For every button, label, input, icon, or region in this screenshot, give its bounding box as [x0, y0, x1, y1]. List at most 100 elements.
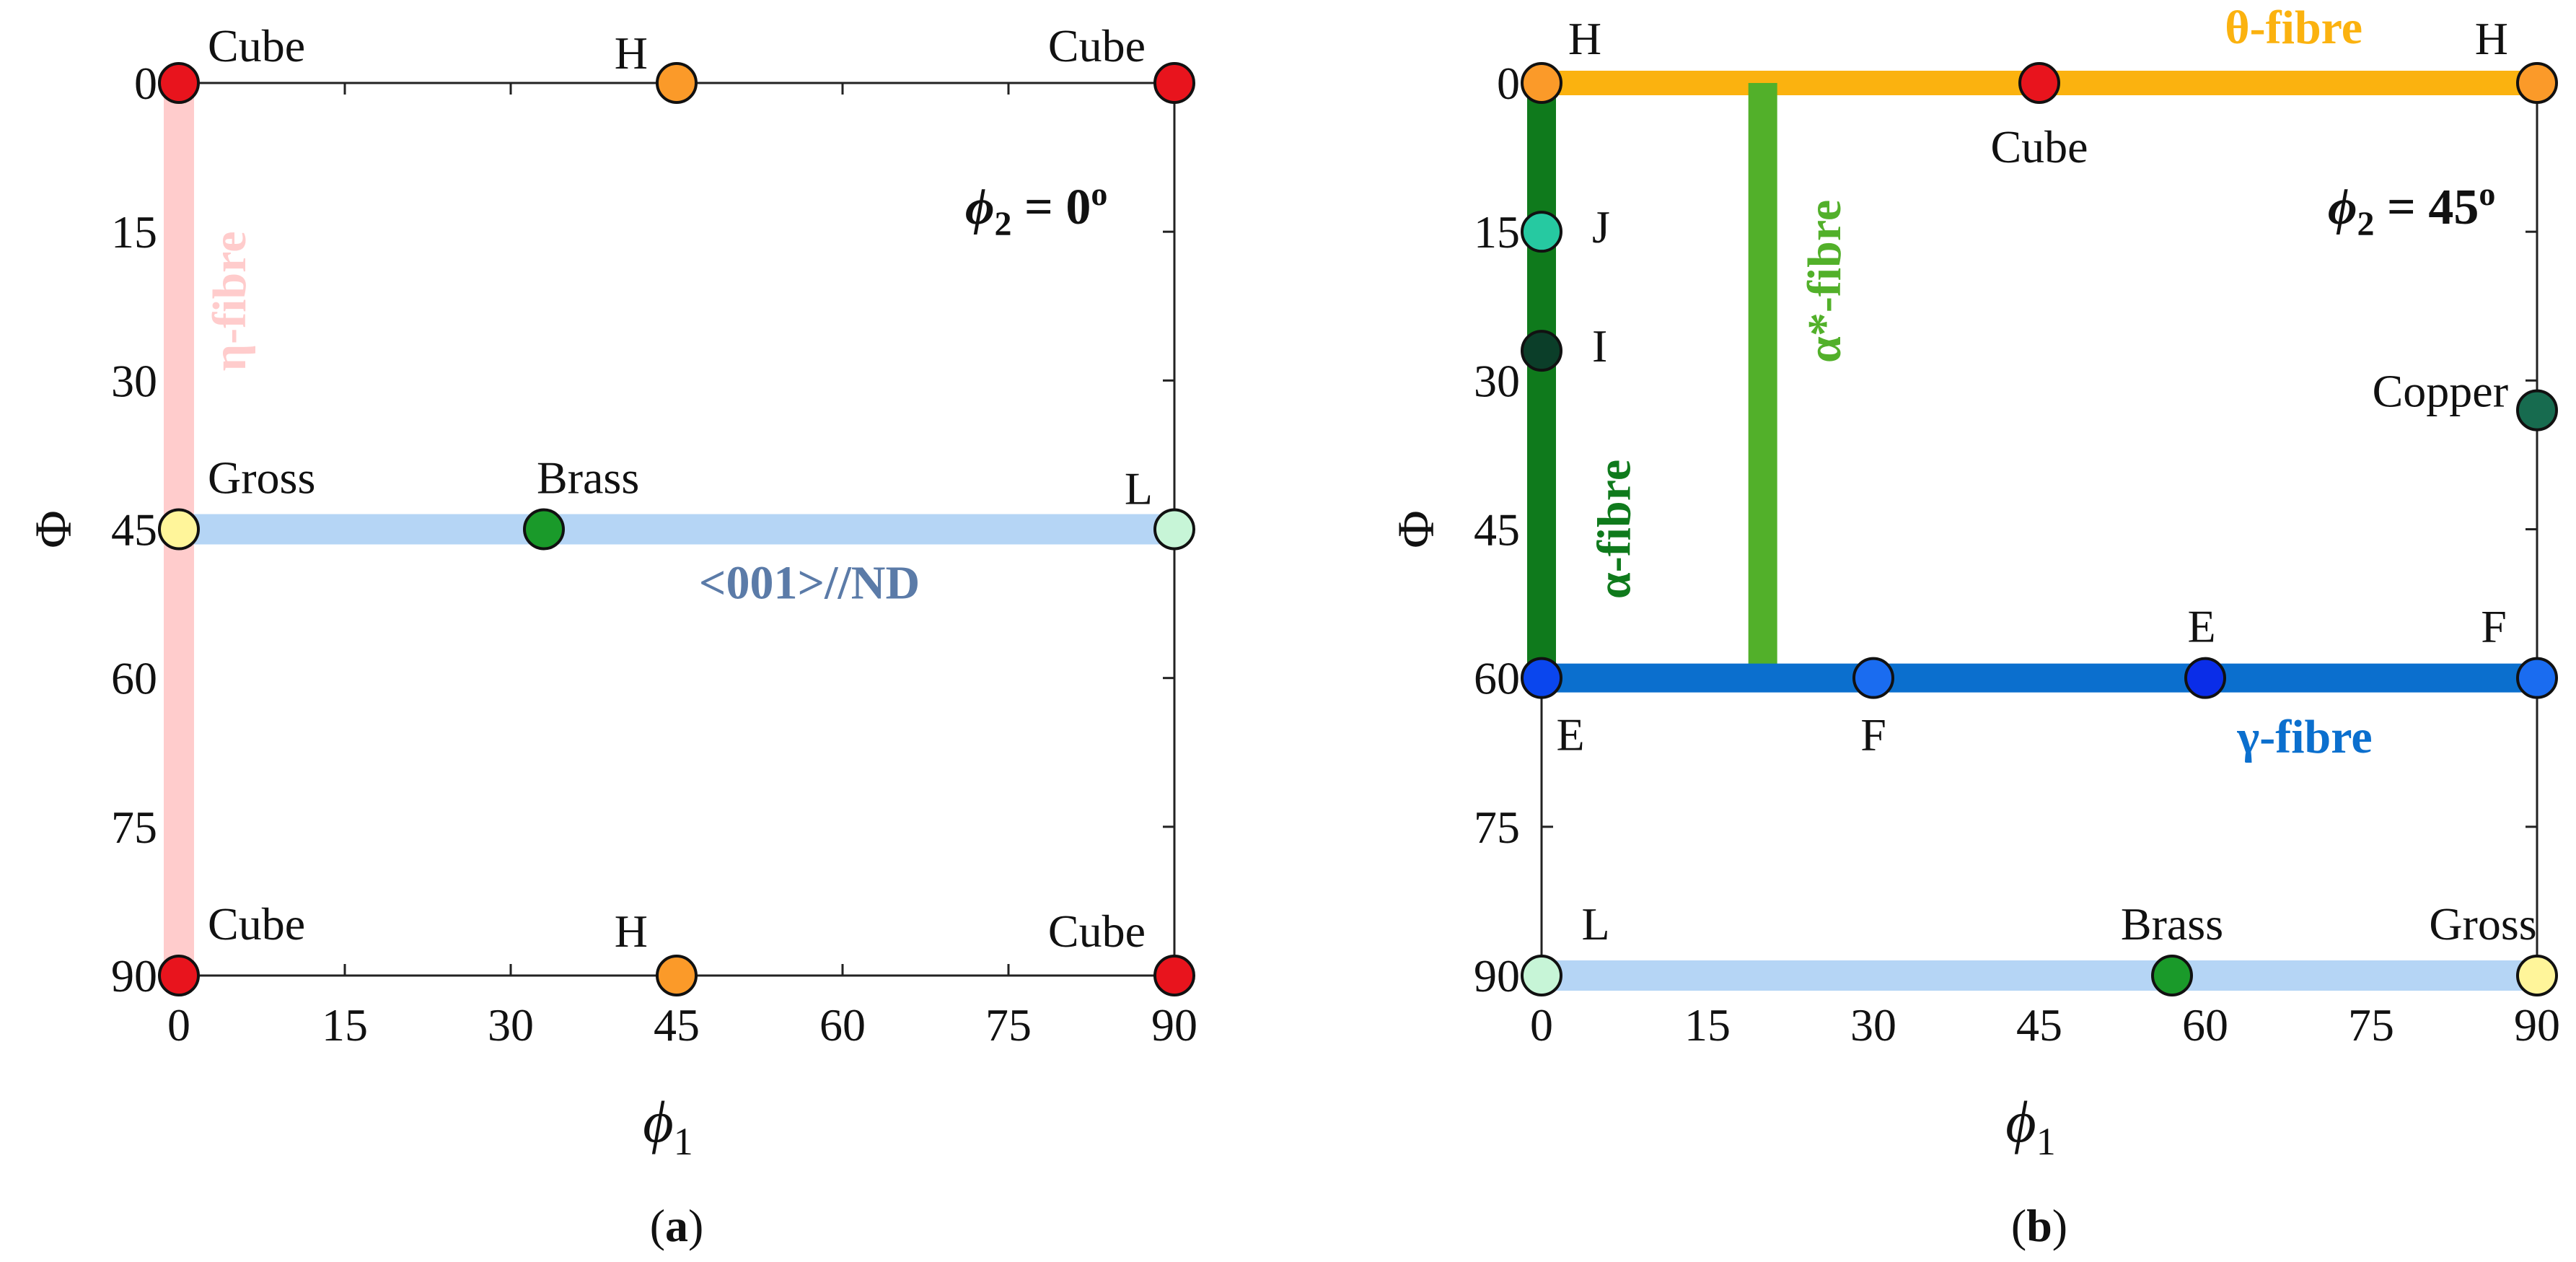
- texture-point: Cube: [158, 20, 305, 104]
- y-tick-label: 45: [1474, 504, 1520, 556]
- texture-marker: [2184, 657, 2226, 699]
- y-tick-label: 0: [134, 58, 157, 109]
- texture-point: Cube: [1990, 62, 2088, 172]
- y-tick-label: 15: [111, 206, 157, 258]
- x-tick-label: 15: [322, 999, 368, 1051]
- y-tick-label: 75: [111, 802, 157, 853]
- y-tick-label: 90: [111, 950, 157, 1002]
- texture-label: Gross: [208, 452, 315, 504]
- texture-marker: [1521, 657, 1562, 699]
- x-tick-label: 90: [2514, 999, 2560, 1051]
- fibre-label: θ-fibre: [2225, 1, 2362, 54]
- x-tick-label: 60: [2182, 999, 2228, 1051]
- panel-caption: (b): [2011, 1200, 2067, 1251]
- fibre-label: α-fibre: [1588, 460, 1641, 599]
- texture-label: Cube: [1048, 906, 1146, 957]
- texture-label: Cube: [1048, 20, 1146, 71]
- texture-marker: [2516, 62, 2558, 104]
- texture-point: H: [615, 906, 698, 996]
- texture-point: H: [1521, 13, 1601, 104]
- texture-marker: [2516, 657, 2558, 699]
- texture-label: Cube: [1990, 121, 2088, 172]
- texture-label: I: [1592, 320, 1607, 372]
- panel-b: 0 15 30 45 60 75 900153045607590ϕ1Φ(b)θ-fibreα…: [1387, 1, 2560, 1251]
- fibre-line: α*-fibre: [1748, 83, 1851, 668]
- phi2-section-label: ϕ2 = 0o: [965, 175, 1107, 243]
- x-tick-label: 45: [2016, 999, 2062, 1051]
- texture-label: J: [1592, 201, 1610, 253]
- texture-label: Cube: [208, 20, 305, 71]
- texture-label: H: [615, 906, 648, 957]
- x-tick-label: 30: [488, 999, 534, 1051]
- texture-marker: [656, 62, 698, 104]
- texture-marker: [1521, 330, 1562, 372]
- texture-marker: [2151, 955, 2193, 996]
- texture-marker: [158, 955, 200, 996]
- texture-label: Brass: [537, 452, 639, 504]
- y-tick-label: 45: [111, 504, 157, 556]
- phi2-section-label: ϕ2 = 45o: [2328, 175, 2495, 243]
- texture-marker: [1521, 211, 1562, 253]
- y-tick-label: 30: [1474, 355, 1520, 406]
- texture-point: Gross: [158, 452, 315, 551]
- texture-label: H: [2475, 13, 2508, 64]
- texture-point: I: [1521, 320, 1607, 372]
- x-tick-label: 45: [654, 999, 700, 1051]
- panel-a: 0 15 30 45 60 75 900153045607590ϕ1Φ(a)η-fibre<…: [25, 20, 1197, 1251]
- y-tick-label: 0: [1497, 58, 1520, 109]
- texture-label: E: [2187, 601, 2215, 652]
- texture-marker: [2018, 62, 2060, 104]
- texture-label: Brass: [2121, 898, 2223, 950]
- panel-caption: (a): [650, 1200, 704, 1251]
- x-tick-label: 90: [1151, 999, 1197, 1051]
- texture-marker: [2516, 389, 2558, 431]
- texture-marker: [1852, 657, 1894, 699]
- x-tick-label: 0: [1530, 999, 1553, 1051]
- texture-marker: [1153, 955, 1195, 996]
- y-axis-label: Φ: [1387, 510, 1445, 548]
- texture-label: F: [2481, 601, 2507, 652]
- y-tick-label: 15: [1474, 206, 1520, 258]
- texture-point: F: [2481, 601, 2558, 699]
- x-tick-label: 75: [2348, 999, 2394, 1051]
- texture-point: F: [1852, 657, 1894, 761]
- y-tick-label: 60: [1474, 653, 1520, 704]
- y-tick-label: 30: [111, 355, 157, 406]
- fibre-line: γ-fibre: [1542, 663, 2537, 763]
- fibre-line: <001>//ND: [179, 514, 1174, 610]
- texture-point: Cube: [1048, 20, 1195, 104]
- texture-label: F: [1860, 709, 1886, 761]
- texture-marker: [1153, 508, 1195, 551]
- fibre-label: α*-fibre: [1798, 200, 1851, 363]
- texture-label: L: [1581, 898, 1609, 950]
- texture-label: Copper: [2373, 366, 2508, 417]
- fibre-line: α-fibre: [1527, 83, 1641, 678]
- x-tick-label: 15: [1684, 999, 1731, 1051]
- texture-marker: [1153, 62, 1195, 104]
- texture-point: E: [2184, 601, 2226, 699]
- y-tick-label: 60: [111, 653, 157, 704]
- texture-label: Gross: [2429, 898, 2536, 950]
- texture-label: H: [615, 27, 648, 79]
- texture-point: Cube: [158, 898, 305, 996]
- texture-marker: [656, 955, 698, 996]
- texture-marker: [1521, 62, 1562, 104]
- fibre-label: η-fibre: [203, 231, 256, 371]
- y-axis-label: Φ: [25, 510, 82, 548]
- texture-point: E: [1521, 657, 1585, 761]
- x-tick-label: 30: [1850, 999, 1896, 1051]
- texture-point: L: [1125, 463, 1195, 551]
- texture-point: J: [1521, 201, 1610, 253]
- x-tick-label: 60: [819, 999, 866, 1051]
- x-axis-label: ϕ1: [643, 1089, 693, 1163]
- texture-point: Gross: [2429, 898, 2558, 996]
- fibre-label: γ-fibre: [2236, 711, 2372, 763]
- x-axis-label: ϕ1: [2005, 1089, 2055, 1163]
- x-tick-label: 0: [167, 999, 190, 1051]
- texture-point: Brass: [2121, 898, 2223, 996]
- texture-point: Brass: [523, 452, 639, 551]
- texture-marker: [158, 62, 200, 104]
- texture-point: L: [1521, 898, 1610, 996]
- y-tick-label: 75: [1474, 802, 1520, 853]
